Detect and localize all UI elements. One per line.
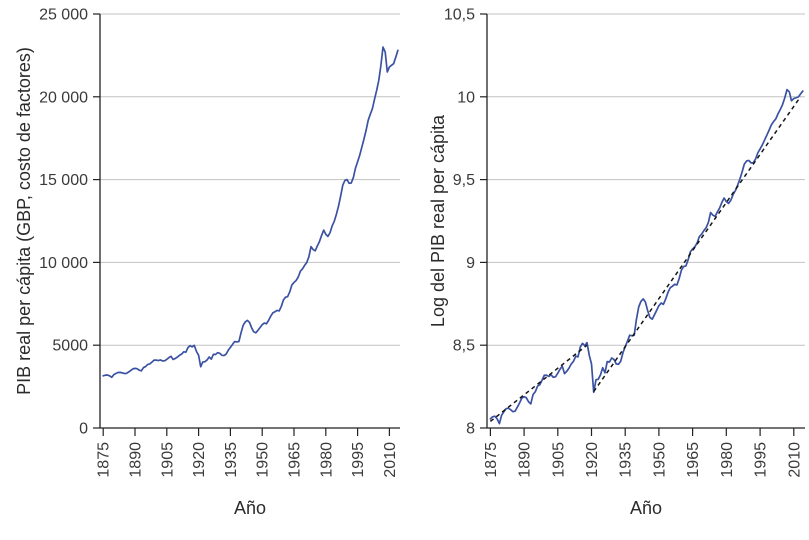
y-tick-label: 10 bbox=[457, 89, 475, 106]
chart-panel-log: 8 8,5 9 9,5 10 10,5 1875 1890 1905 1920 1935 1950 19… bbox=[428, 7, 805, 518]
y-axis-title: PIB real per cápita (GBP, costo de facto… bbox=[14, 47, 34, 395]
y-tick-label: 0 bbox=[79, 421, 88, 438]
y-tick-label: 10,5 bbox=[444, 7, 475, 24]
x-tick-label: 1905 bbox=[550, 442, 567, 478]
x-tick-label: 1965 bbox=[685, 442, 702, 478]
x-tick-label: 1995 bbox=[350, 442, 367, 478]
x-axis-title: Año bbox=[234, 498, 266, 518]
y-tick-label: 8,5 bbox=[453, 338, 475, 355]
x-tick-label: 1920 bbox=[584, 442, 601, 478]
chart-panel-linear: 0 5000 10 000 15 000 20 000 25 000 1875 1890 190… bbox=[14, 7, 400, 518]
x-tick-label: 1950 bbox=[651, 442, 668, 478]
x-tick-label: 1980 bbox=[719, 442, 736, 478]
x-tick-label: 2010 bbox=[786, 442, 803, 478]
x-tick-label: 1890 bbox=[517, 442, 534, 478]
x-tick-label: 1920 bbox=[191, 442, 208, 478]
y-tick-label: 5000 bbox=[52, 338, 88, 355]
y-tick-label: 9,5 bbox=[453, 172, 475, 189]
y-tick-label: 25 000 bbox=[39, 7, 88, 24]
x-tick-label: 2010 bbox=[382, 442, 399, 478]
x-tick-label: 1980 bbox=[318, 442, 335, 478]
x-tick-label: 1950 bbox=[255, 442, 272, 478]
x-tick-label: 1875 bbox=[96, 442, 113, 478]
y-axis-title: Log del PIB real per cápita bbox=[428, 114, 448, 327]
x-tick-label: 1905 bbox=[159, 442, 176, 478]
y-tick-label: 8 bbox=[466, 421, 475, 438]
gdp-line bbox=[489, 88, 804, 425]
x-tick-label: 1935 bbox=[618, 442, 635, 478]
x-tick-label: 1875 bbox=[483, 442, 500, 478]
gdp-line bbox=[102, 46, 399, 379]
y-tick-label: 15 000 bbox=[39, 172, 88, 189]
x-axis-title: Año bbox=[630, 498, 662, 518]
y-tick-label: 20 000 bbox=[39, 89, 88, 106]
x-tick-label: 1890 bbox=[128, 442, 145, 478]
x-tick-label: 1965 bbox=[287, 442, 304, 478]
y-tick-label: 9 bbox=[466, 255, 475, 272]
x-tick-label: 1935 bbox=[223, 442, 240, 478]
trend-dashed-line bbox=[489, 344, 588, 422]
trend-dashed-line bbox=[593, 96, 802, 393]
y-tick-label: 10 000 bbox=[39, 255, 88, 272]
x-tick-label: 1995 bbox=[753, 442, 770, 478]
